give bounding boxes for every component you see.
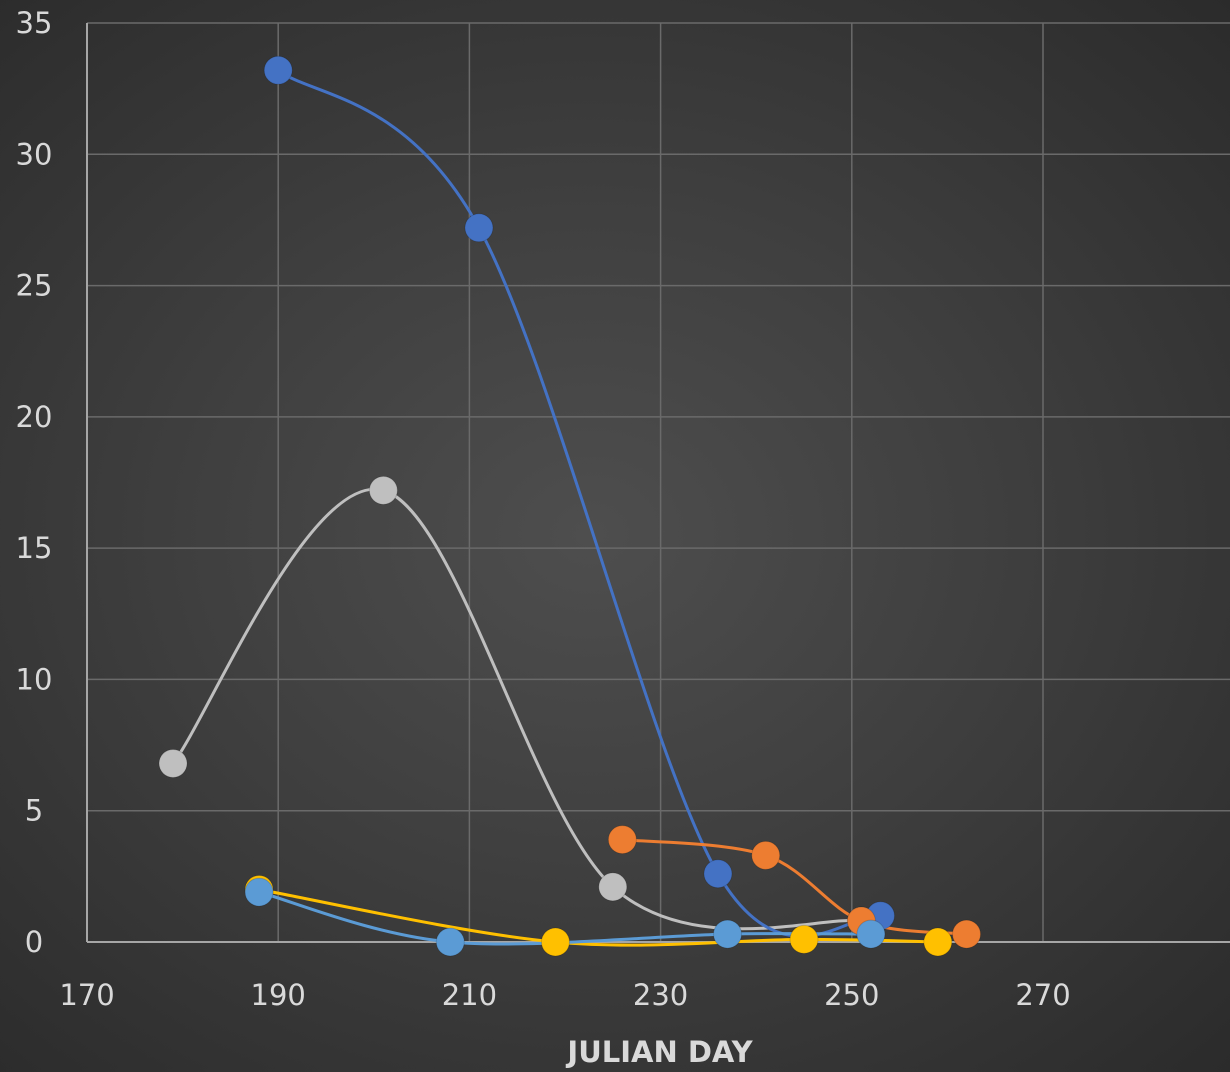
series-3-line xyxy=(620,838,969,936)
axes xyxy=(86,23,1230,943)
y-tick-label-30: 30 xyxy=(16,137,53,171)
series-2-line xyxy=(276,68,882,938)
series-1-point-1 xyxy=(158,748,188,778)
series-markers xyxy=(158,55,982,957)
x-tick-label-250: 250 xyxy=(824,978,879,1012)
tick-labels: 0 5 10 15 20 25 30 35 170 190 210 230 250 270 xyxy=(16,6,1071,1012)
series-3-point-4 xyxy=(952,919,982,949)
series-3-point-2 xyxy=(751,840,781,870)
gridlines xyxy=(87,22,1230,942)
x-tick-label-210: 210 xyxy=(442,978,497,1012)
series-4-point-4 xyxy=(923,927,953,957)
series-2-point-1 xyxy=(263,55,293,85)
series-3-point-1 xyxy=(607,825,637,855)
y-tick-label-5: 5 xyxy=(25,794,43,828)
series-4-point-3 xyxy=(789,924,819,954)
x-axis-title: JULIAN DAY xyxy=(565,1035,753,1068)
y-tick-label-35: 35 xyxy=(16,6,53,40)
series-5-point-4 xyxy=(856,919,886,949)
series-5-point-2 xyxy=(435,927,465,957)
y-tick-label-10: 10 xyxy=(16,662,53,696)
x-tick-label-170: 170 xyxy=(59,978,114,1012)
series-5-point-3 xyxy=(713,919,743,949)
series-2-point-2 xyxy=(464,213,494,243)
y-tick-label-25: 25 xyxy=(16,269,53,303)
series-4-point-2 xyxy=(540,927,570,957)
y-tick-label-0: 0 xyxy=(25,925,43,959)
x-tick-label-230: 230 xyxy=(633,978,688,1012)
x-tick-label-190: 190 xyxy=(251,978,306,1012)
y-tick-label-20: 20 xyxy=(16,400,53,434)
x-tick-label-270: 270 xyxy=(1015,978,1070,1012)
series-1-point-2 xyxy=(368,475,398,505)
series-lines xyxy=(171,68,969,947)
series-1-point-3 xyxy=(598,872,628,902)
series-5-point-1 xyxy=(244,877,274,907)
series-4-line xyxy=(257,887,940,947)
y-tick-label-15: 15 xyxy=(16,531,53,565)
series-2-point-3 xyxy=(703,859,733,889)
